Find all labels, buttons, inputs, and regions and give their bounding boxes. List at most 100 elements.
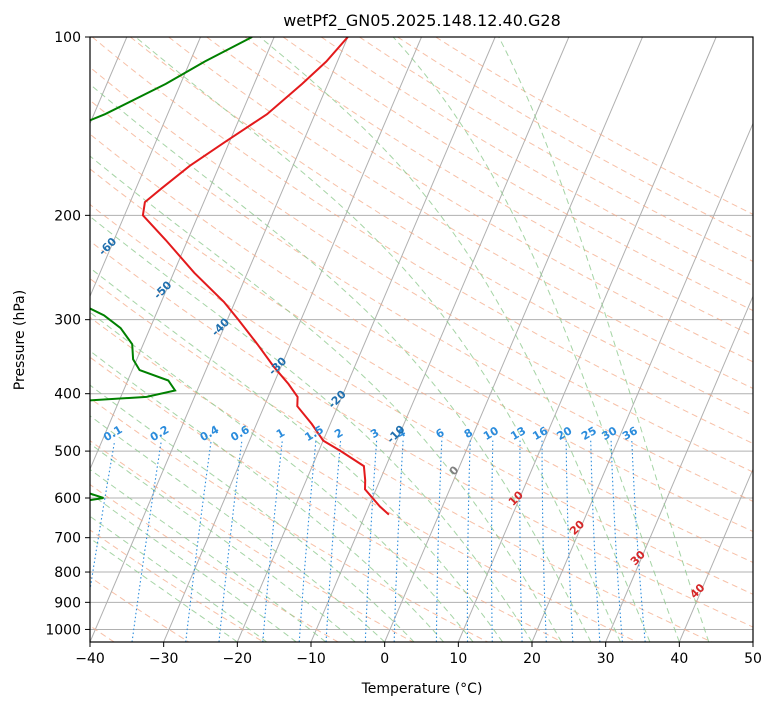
mixing-ratio-label: 25 — [579, 424, 599, 443]
dry-adiabat — [397, 37, 753, 239]
isotherm-label: 20 — [567, 517, 587, 537]
moist-adiabat — [90, 384, 415, 642]
isotherm--20 — [236, 37, 496, 642]
y-tick-label: 400 — [54, 387, 81, 403]
isotherm-50 — [752, 640, 753, 642]
isotherm-0 — [384, 37, 643, 642]
dry-adiabat — [90, 576, 190, 642]
mixing-ratio-line — [590, 440, 601, 642]
isotherm--40 — [90, 37, 349, 642]
mixing-ratio-line — [466, 440, 471, 642]
y-tick-label: 200 — [54, 208, 81, 224]
dry-adiabat — [244, 37, 753, 337]
isotherm-label: -40 — [209, 315, 232, 338]
moist-adiabat — [392, 37, 680, 642]
line-labels: 0.10.20.40.611.52346810131620253036-100-… — [0, 135, 708, 601]
mixing-ratio-label: 30 — [600, 424, 620, 443]
mixing-ratio-label: 6 — [433, 426, 446, 441]
dry-adiabat — [282, 37, 753, 312]
dry-adiabat — [90, 278, 712, 642]
dewpoint-line — [90, 37, 253, 402]
mixing-ratio-line — [631, 440, 646, 642]
mixing-ratio-label: 16 — [530, 424, 550, 443]
mixing-ratio-label: 0.6 — [228, 423, 252, 444]
mixing-ratio-label: 1 — [274, 426, 287, 441]
dry-adiabat — [90, 99, 753, 502]
dry-adiabat — [90, 203, 753, 595]
isotherm-label: 30 — [628, 548, 648, 568]
mixing-ratio-label: 0.2 — [148, 423, 171, 444]
dry-adiabat — [90, 356, 563, 642]
moist-adiabat — [259, 37, 651, 642]
temperature-line — [141, 37, 390, 516]
isotherm--60 — [90, 37, 201, 298]
mixing-ratio-label: 20 — [555, 424, 575, 443]
dry-adiabat — [91, 37, 753, 445]
mixing-ratio-line — [185, 440, 212, 642]
y-tick-label: 100 — [54, 30, 81, 46]
axes: −40 −30 −20 −10 0 10 20 30 40 5010020030040050060… — [45, 30, 762, 667]
y-axis-label: Pressure (hPa) — [12, 290, 28, 390]
mixing-ratio-line — [218, 440, 243, 642]
moist-adiabat — [90, 415, 386, 642]
background-lines — [90, 37, 753, 642]
isotherm-20 — [531, 122, 753, 642]
y-tick-label: 800 — [54, 565, 81, 581]
mixing-ratio-label: 3 — [368, 426, 381, 441]
dry-adiabat — [90, 240, 753, 628]
profiles — [90, 37, 390, 516]
isotherm-label: -50 — [151, 278, 174, 301]
dry-adiabat — [90, 397, 488, 642]
y-tick-label: 700 — [54, 531, 81, 547]
isotherm-label: -80 — [0, 135, 15, 158]
moist-adiabat — [90, 468, 327, 642]
mixing-ratio-label: 2 — [332, 426, 345, 441]
isotherm-label: -30 — [266, 354, 289, 377]
mixing-ratio-line — [541, 440, 547, 642]
mixing-ratio-label: 0.4 — [198, 423, 222, 444]
mixing-ratio-label: 10 — [481, 424, 501, 443]
x-tick-label: −10 — [296, 651, 326, 667]
mixing-ratio-line — [610, 440, 623, 642]
moist-adiabat — [90, 492, 297, 642]
y-tick-label: 500 — [54, 444, 81, 460]
mixing-ratio-line — [298, 440, 317, 642]
moist-adiabat — [498, 37, 710, 642]
x-tick-label: 40 — [670, 651, 688, 667]
x-tick-label: 30 — [597, 651, 615, 667]
moist-adiabat — [90, 515, 268, 642]
dry-adiabat — [90, 133, 753, 533]
mixing-ratio-line — [519, 440, 523, 642]
dry-adiabat — [90, 529, 264, 642]
isotherm-label: -60 — [96, 235, 119, 258]
x-tick-label: −40 — [75, 651, 105, 667]
x-tick-label: 20 — [523, 651, 541, 667]
moist-adiabat — [135, 37, 621, 642]
moist-adiabat — [90, 215, 533, 642]
mixing-ratio-line — [565, 440, 574, 642]
dry-adiabat — [359, 37, 753, 262]
y-tick-label: 600 — [54, 491, 81, 507]
x-tick-label: −30 — [149, 651, 179, 667]
dry-adiabat — [90, 483, 339, 642]
mixing-ratio-line — [435, 440, 443, 642]
dry-adiabat — [90, 66, 753, 473]
dry-adiabat — [206, 37, 753, 363]
dewpoint-line — [90, 492, 104, 502]
moist-adiabat — [90, 267, 503, 642]
y-tick-label: 900 — [54, 595, 81, 611]
x-tick-label: 10 — [449, 651, 467, 667]
mixing-ratio-label: 13 — [508, 424, 528, 443]
moist-adiabat — [90, 443, 356, 642]
isotherm-label: -20 — [326, 388, 349, 411]
isotherm-40 — [678, 467, 753, 642]
moist-adiabat — [90, 350, 444, 642]
chart-title: wetPf2_GN05.2025.148.12.40.G28 — [283, 11, 561, 31]
moist-adiabat — [90, 311, 474, 642]
x-tick-label: 50 — [744, 651, 762, 667]
mixing-ratio-line — [131, 440, 162, 642]
isotherm-10 — [457, 37, 717, 642]
isotherm-label: -70 — [44, 184, 67, 207]
mixing-ratio-line — [325, 440, 342, 642]
